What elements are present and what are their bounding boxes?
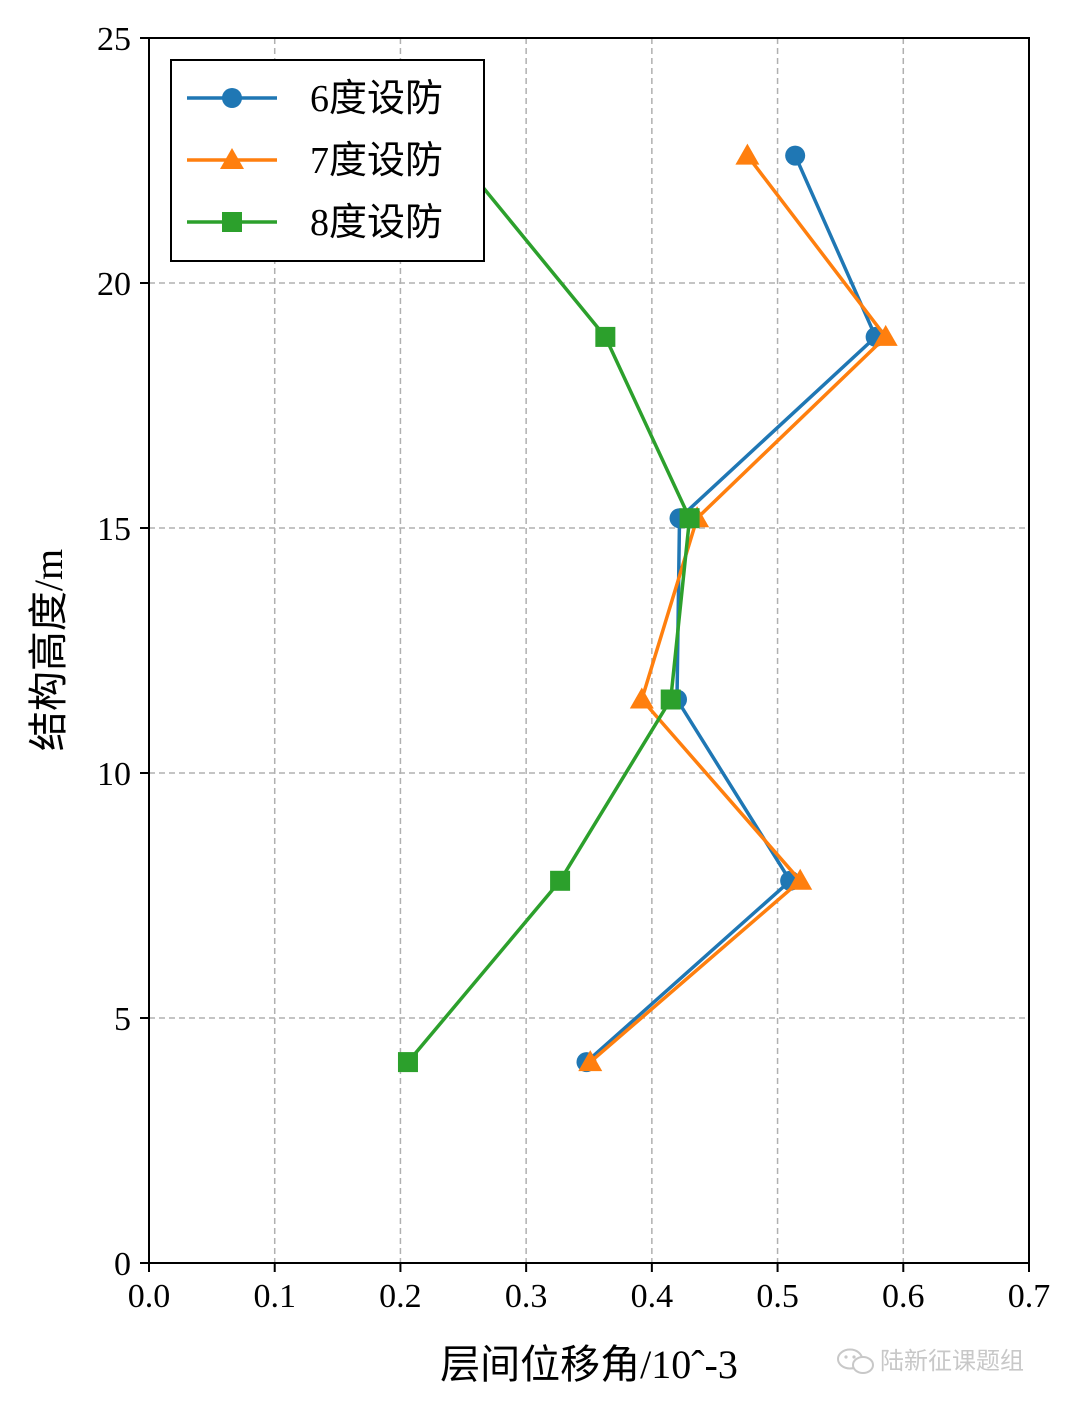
plot-frame [148, 37, 1030, 1264]
x-tick-label: 0.5 [756, 1278, 799, 1315]
series-square [397, 145, 700, 1073]
ticks: 0.0 0.1 0.2 0.3 0.4 0.5 0.6 0.7 0 5 10 15 20 25 [97, 21, 1050, 1315]
watermark: 陆新征课题组 [837, 1347, 1024, 1375]
x-tick-label: 0.6 [882, 1278, 925, 1315]
data-point [679, 508, 700, 529]
legend-marker [222, 88, 242, 108]
series-line [406, 154, 692, 1064]
y-axis-label: 结构高度/m [26, 549, 71, 751]
data-point [735, 143, 760, 165]
data-point [578, 1050, 603, 1072]
watermark-text: 陆新征课题组 [880, 1347, 1024, 1375]
x-tick-label: 0.3 [505, 1278, 548, 1315]
series-line [589, 154, 888, 1064]
x-tick-label: 0.7 [1008, 1278, 1051, 1315]
x-tick-label: 0.4 [631, 1278, 674, 1315]
legend-label: 8度设防 [310, 202, 443, 244]
y-tick-label: 0 [114, 1246, 131, 1283]
y-tick-label: 15 [97, 511, 131, 548]
legend-marker [220, 148, 244, 169]
data-point [660, 689, 681, 710]
wechat-icon [837, 1348, 874, 1374]
data-point [550, 870, 571, 891]
data-point [397, 1052, 418, 1073]
x-tick-label: 0.1 [253, 1278, 296, 1315]
series-line [585, 154, 878, 1064]
series-layer [397, 143, 898, 1073]
data-point [788, 868, 813, 890]
data-point [595, 326, 616, 347]
data-point [629, 687, 654, 709]
y-tick-label: 5 [114, 1001, 131, 1038]
series-triangle [578, 143, 898, 1072]
y-tick-label: 10 [97, 756, 131, 793]
data-point [785, 145, 806, 166]
legend-marker [222, 212, 242, 232]
data-point [873, 324, 898, 346]
x-tick-label: 0.2 [379, 1278, 422, 1315]
legend-label: 6度设防 [310, 78, 443, 120]
y-tick-label: 20 [97, 266, 131, 303]
x-tick-label: 0.0 [128, 1278, 171, 1315]
x-axis-label: 层间位移角/10ˆ-3 [440, 1342, 738, 1387]
series-circle [576, 145, 886, 1073]
y-tick-label: 25 [97, 21, 131, 58]
legend: 6度设防 7度设防 8度设防 [170, 59, 485, 262]
legend-label: 7度设防 [310, 140, 443, 182]
